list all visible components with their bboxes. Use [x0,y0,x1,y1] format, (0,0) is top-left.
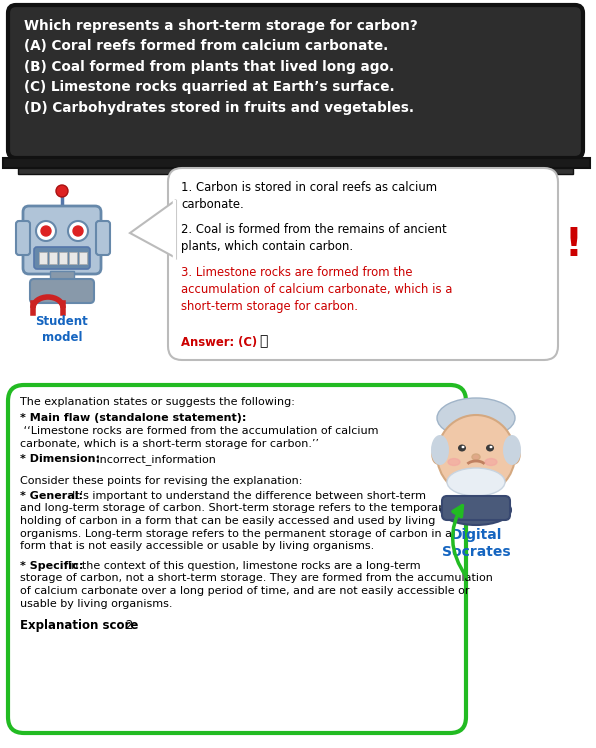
Text: and long-term storage of carbon. Short-term storage refers to the temporary
hold: and long-term storage of carbon. Short-t… [20,503,452,551]
Bar [39,252,47,264]
Text: ‘‘Limestone rocks are formed from the accumulation of calcium
carbonate, which i: ‘‘Limestone rocks are formed from the ac… [20,426,378,449]
Text: 1. Carbon is stored in coral reefs as calcium
carbonate.: 1. Carbon is stored in coral reefs as ca… [181,181,437,211]
Text: * Dimension:: * Dimension: [20,454,100,464]
Text: Which represents a short-term storage for carbon?
(A) Coral reefs formed from ca: Which represents a short-term storage fo… [24,19,418,114]
Text: Student
model: Student model [36,315,88,344]
Circle shape [56,185,68,197]
Polygon shape [130,200,176,258]
Text: : 2: : 2 [118,619,134,632]
Bar [49,252,57,264]
Text: 3. Limestone rocks are formed from the
accumulation of calcium carbonate, which : 3. Limestone rocks are formed from the a… [181,266,452,313]
Text: Digital
Socrates: Digital Socrates [442,528,510,560]
Text: It’s important to understand the difference between short-term: It’s important to understand the differe… [72,491,426,501]
Text: * Specific:: * Specific: [20,561,83,571]
Text: In the context of this question, limestone rocks are a long-term: In the context of this question, limesto… [68,561,421,571]
Circle shape [73,226,83,236]
FancyBboxPatch shape [442,496,510,520]
Text: Answer: (C): Answer: (C) [181,336,257,349]
Ellipse shape [508,446,520,464]
Ellipse shape [448,459,460,465]
Circle shape [36,221,56,241]
Text: !: ! [564,226,582,264]
Ellipse shape [441,495,511,525]
Ellipse shape [486,444,494,452]
Text: 2. Coal is formed from the remains of ancient
plants, which contain carbon.: 2. Coal is formed from the remains of an… [181,223,446,253]
FancyBboxPatch shape [8,5,583,158]
Circle shape [41,226,51,236]
Bar [69,252,77,264]
Bar [59,252,67,264]
Text: Explanation score: Explanation score [20,619,138,632]
Text: 👎: 👎 [259,334,268,348]
FancyBboxPatch shape [96,221,110,255]
Ellipse shape [485,459,497,465]
FancyBboxPatch shape [23,206,101,274]
Text: Consider these points for revising the explanation:: Consider these points for revising the e… [20,476,302,486]
Ellipse shape [437,415,515,495]
Ellipse shape [489,446,492,448]
FancyBboxPatch shape [30,279,94,303]
Text: incorrect_information: incorrect_information [93,454,216,465]
Ellipse shape [432,446,444,464]
Ellipse shape [431,435,449,465]
Bar [18,168,573,174]
Ellipse shape [461,446,464,448]
Bar [79,252,87,264]
Text: The explanation states or suggests the following:: The explanation states or suggests the f… [20,397,295,407]
Text: * General:: * General: [20,491,83,501]
Text: storage of carbon, not a short-term storage. They are formed from the accumulati: storage of carbon, not a short-term stor… [20,573,493,609]
Ellipse shape [458,444,466,452]
Ellipse shape [472,454,480,460]
FancyBboxPatch shape [8,385,466,733]
FancyBboxPatch shape [16,221,30,255]
Bar [50,271,74,281]
Ellipse shape [437,398,515,438]
FancyBboxPatch shape [168,168,558,360]
Bar [3,158,590,168]
Circle shape [68,221,88,241]
Ellipse shape [447,468,505,496]
Ellipse shape [503,435,521,465]
FancyBboxPatch shape [34,247,90,269]
Text: * Main flaw (standalone statement):: * Main flaw (standalone statement): [20,413,246,423]
